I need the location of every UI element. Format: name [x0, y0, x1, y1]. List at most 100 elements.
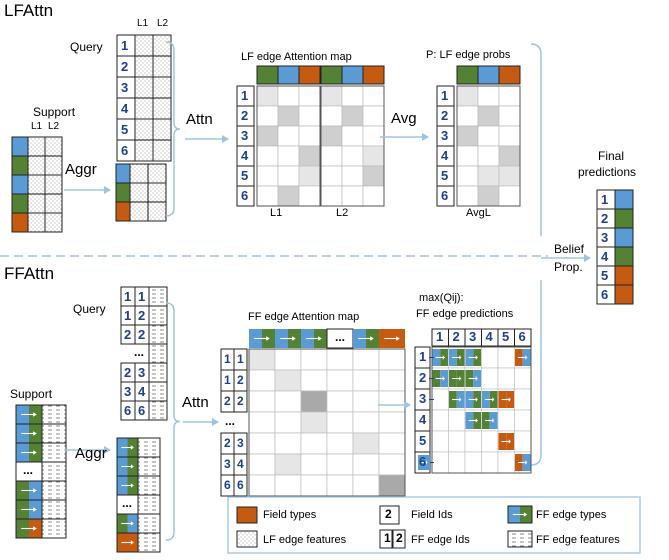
- ff-support-feature: [41, 480, 67, 501]
- lf-probs-header-cell: [477, 65, 500, 85]
- lf-map-l1-cell: [277, 125, 300, 147]
- ff-pred-type-head: [475, 397, 478, 402]
- lf-query-id: 1: [121, 38, 129, 53]
- ff-map-cell: [352, 390, 380, 413]
- legend-ff-id-swatch-a: [379, 529, 393, 549]
- ff-support-type-head: [33, 488, 37, 493]
- ff-map-header-type-head: [292, 336, 296, 341]
- lf-map-l2-cell: [341, 105, 364, 127]
- ff-proto-feature: [137, 437, 161, 458]
- ff-map-frame: [248, 348, 406, 497]
- ff-support-feature: [41, 499, 67, 520]
- ff-pred-type-head: [525, 355, 528, 360]
- ff-pred-cell: [464, 451, 482, 474]
- lf-query-feature-l1: [134, 55, 154, 78]
- lf-probs-cell: [456, 105, 479, 127]
- lf-proto-feature-l1: [129, 182, 149, 203]
- lf-map-l1-cell: [256, 125, 279, 147]
- ff-support-feature: [41, 423, 67, 444]
- ff-pred-col-id: 4: [485, 329, 493, 344]
- lf-map-l2-cell: [341, 85, 364, 107]
- ff-map-cell: [326, 348, 354, 371]
- ff-map-header-ellipsis: ...: [335, 330, 346, 344]
- final-type-cell: [614, 265, 634, 286]
- ff-map-cell: [326, 411, 354, 434]
- ff-map-row-id-b: 2: [237, 394, 244, 408]
- ff-proto-feature: [137, 494, 161, 515]
- lf-support-feature-l2: [44, 174, 63, 195]
- lf-map-l1-cell: [298, 105, 321, 127]
- belief-collector-line: [530, 43, 542, 466]
- ff-pred-cell: [481, 367, 499, 390]
- lf-probs-cell: [456, 185, 479, 207]
- ff-query-id-b: 3: [138, 365, 146, 380]
- ff-map-cell: [248, 411, 276, 434]
- final-type-cell: [614, 284, 634, 305]
- lf-probs-cell: [498, 85, 521, 107]
- lf-query-feature-l1: [134, 118, 154, 141]
- ff-map-cell: [300, 390, 328, 413]
- ff-pred-type-head: [475, 418, 478, 423]
- lf-support-feature-l2: [44, 193, 63, 214]
- final-type-cell: [614, 189, 634, 210]
- ff-map-cell: [274, 474, 302, 497]
- ff-pred-cell: [497, 451, 515, 474]
- legend-ff-id-example-a: 1: [384, 531, 391, 545]
- lf-query-feature-l2: [152, 118, 172, 141]
- ff-map-cell: [352, 411, 380, 434]
- ff-query-id-a: 6: [124, 403, 132, 418]
- lf-query-id: 4: [121, 101, 129, 116]
- lf-query-col-l1: L1: [137, 18, 149, 29]
- ff-map-cell: [274, 432, 302, 455]
- ff-pred-cell: [448, 451, 466, 474]
- ff-map-cell: [248, 432, 276, 455]
- ff-support-feature: [41, 404, 67, 425]
- ff-map-cell: [300, 432, 328, 455]
- ff-map-cell: [378, 390, 406, 413]
- ff-pred-type-head: [442, 376, 445, 381]
- final-type-cell: [614, 208, 634, 229]
- ff-pred-col-id: 5: [502, 329, 510, 344]
- ff-support-ellipsis: ...: [23, 463, 34, 477]
- belief-label-line2: Prop.: [554, 260, 583, 274]
- ff-query-feature: [148, 362, 168, 383]
- lf-map-l1-frame: [256, 85, 321, 207]
- ff-pred-cell: [431, 430, 449, 453]
- lf-proto-feature-l2: [147, 201, 167, 222]
- ff-proto-type-head: [130, 540, 134, 545]
- ff-pred-cell: [448, 430, 466, 453]
- ff-query-id-b: 6: [138, 403, 146, 418]
- ff-query-feature: [148, 400, 168, 421]
- ff-map-title: FF edge Attention map: [248, 311, 360, 323]
- ff-map-row-id-b-cell: [233, 390, 248, 413]
- ff-pred-row-id: 1: [419, 349, 427, 364]
- lf-map-l2-cell: [341, 165, 364, 187]
- ff-query-feature: [148, 343, 168, 364]
- lf-map-l1-cell: [256, 165, 279, 187]
- lf-map-l2-cell: [320, 125, 343, 147]
- legend-field-ids: Field Ids: [411, 509, 453, 521]
- lf-map-id-cell: [236, 185, 255, 207]
- ff-pred-cell: [481, 346, 499, 369]
- lf-probs-header-cell: [498, 65, 521, 85]
- ff-pred-cell: [497, 409, 515, 432]
- ff-query-feature: [148, 324, 168, 345]
- lf-query-brace: [165, 41, 181, 217]
- lf-query-feature-l1: [134, 97, 154, 120]
- ff-pred-row-id: 4: [419, 412, 427, 427]
- ff-map-cell: [352, 348, 380, 371]
- ff-aggr-label: Aggr: [75, 445, 107, 462]
- lf-map-id: 1: [241, 88, 249, 103]
- ff-query-id-a: 3: [124, 384, 132, 399]
- ff-proto-feature: [137, 532, 161, 553]
- lf-support-feature-l1: [27, 212, 46, 233]
- ff-map-cell: [326, 432, 354, 455]
- lf-probs-cell: [477, 145, 500, 167]
- lf-probs-cell: [477, 185, 500, 207]
- lf-query-feature-l2: [152, 76, 172, 99]
- ff-map-cell: [326, 369, 354, 392]
- ff-map-cell: [352, 369, 380, 392]
- ff-query-id-b: 2: [138, 308, 146, 323]
- legend-ff-edge-ids: FF edge Ids: [411, 534, 470, 546]
- ff-map-cell: [274, 453, 302, 476]
